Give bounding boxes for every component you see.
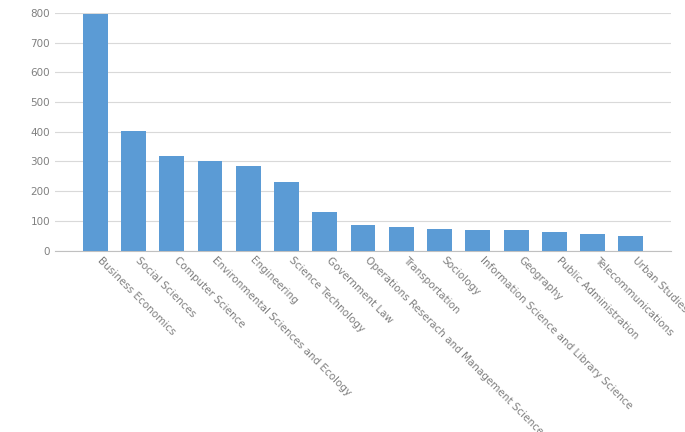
Bar bbox=[542, 232, 566, 251]
Bar bbox=[121, 131, 146, 251]
Bar bbox=[389, 227, 414, 251]
Bar bbox=[351, 226, 375, 251]
Bar bbox=[197, 162, 223, 251]
Bar bbox=[83, 14, 108, 251]
Bar bbox=[580, 234, 605, 251]
Bar bbox=[236, 166, 261, 251]
Bar bbox=[427, 229, 452, 251]
Bar bbox=[619, 236, 643, 251]
Bar bbox=[312, 212, 337, 251]
Bar bbox=[465, 230, 490, 251]
Bar bbox=[160, 156, 184, 251]
Bar bbox=[503, 230, 529, 251]
Bar bbox=[274, 182, 299, 251]
